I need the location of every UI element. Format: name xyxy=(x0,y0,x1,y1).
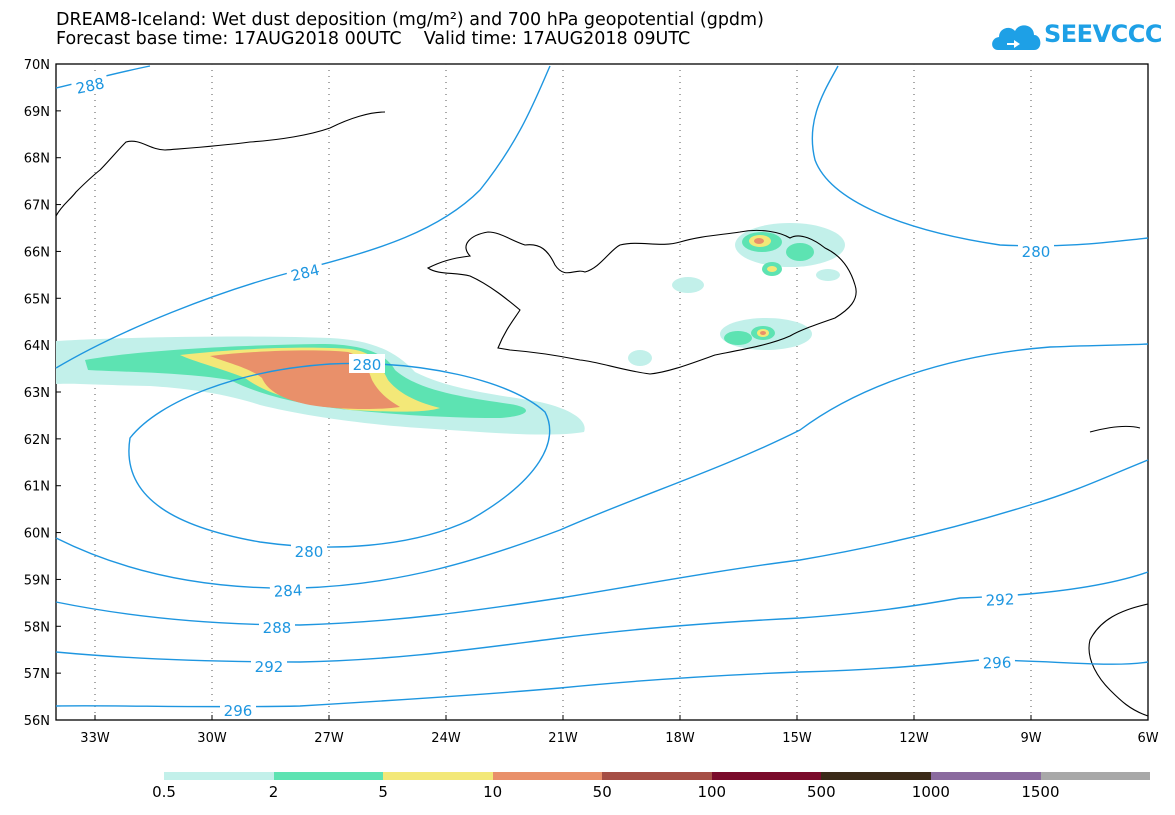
seevccc-logo-icon xyxy=(992,25,1041,50)
colorbar-label: 1000 xyxy=(911,783,950,801)
colorbar-label: 50 xyxy=(592,783,612,801)
contour-288-south xyxy=(55,459,1149,626)
colorbar-label: 0.5 xyxy=(152,783,176,801)
lon-label: 9W xyxy=(1020,731,1041,746)
lat-label: 59N xyxy=(24,573,50,588)
colorbar xyxy=(164,772,1151,780)
colorbar-label: 1500 xyxy=(1021,783,1060,801)
lat-label: 68N xyxy=(24,152,50,167)
scotland-coast xyxy=(1088,603,1149,717)
colorbar-label: 2 xyxy=(268,783,279,801)
colorbar-segment xyxy=(602,772,712,780)
lon-label: 30W xyxy=(197,731,227,746)
contour-label-bg xyxy=(251,656,287,675)
lon-label: 6W xyxy=(1137,731,1158,746)
colorbar-segment xyxy=(273,772,384,780)
axis-ticks xyxy=(56,63,1149,721)
lat-label: 63N xyxy=(24,386,50,401)
coastlines xyxy=(55,111,1149,717)
lat-label: 61N xyxy=(24,480,50,495)
contour-label: 284 xyxy=(289,261,321,285)
contour-284-south xyxy=(55,343,1149,589)
contour-label: 292 xyxy=(255,658,284,676)
lon-label: 18W xyxy=(665,731,695,746)
contour-label: 296 xyxy=(982,654,1011,673)
contour-label-bg xyxy=(978,651,1016,672)
iceland-coast xyxy=(426,229,857,375)
contour-label-bg xyxy=(981,588,1019,609)
lon-label: 12W xyxy=(899,731,929,746)
lat-label: 67N xyxy=(24,199,50,214)
contour-284-north xyxy=(55,65,551,369)
faroe-coast xyxy=(1089,425,1141,433)
contour-292 xyxy=(55,571,1149,663)
lat-label: 65N xyxy=(24,292,50,307)
logo-text: SEEVCCC xyxy=(1044,20,1163,48)
colorbar-label: 100 xyxy=(697,783,727,801)
contour-label-bg xyxy=(1018,241,1054,260)
contour-label-bg xyxy=(349,354,385,373)
contour-label: 288 xyxy=(263,619,292,637)
lat-label: 57N xyxy=(24,667,50,682)
lat-label: 56N xyxy=(24,714,50,729)
contour-label: 284 xyxy=(273,581,303,600)
colorbar-segment xyxy=(492,772,603,780)
colorbar-segment xyxy=(930,772,1041,780)
lat-label: 58N xyxy=(24,620,50,635)
contour-label: 288 xyxy=(74,74,106,98)
contour-label-bg xyxy=(291,541,327,560)
contour-label: 280 xyxy=(295,543,324,561)
contour-280-northeast xyxy=(811,65,1149,247)
colorbar-segment xyxy=(164,772,274,780)
colorbar-segment xyxy=(1040,772,1151,780)
iceland-deposition-spots xyxy=(628,223,845,366)
lon-label: 33W xyxy=(80,731,110,746)
colorbar-segment xyxy=(821,772,931,780)
longitude-labels: 33W 30W 27W 24W 21W 18W 15W 12W 9W 6W xyxy=(80,731,1158,746)
lat-label: 64N xyxy=(24,339,50,354)
contour-label-bg xyxy=(269,579,307,600)
contour-label-bg xyxy=(70,71,110,98)
contour-labels: 288 284 280 280 280 284 288 292 296 292 296 xyxy=(70,71,1054,720)
lon-label: 27W xyxy=(314,731,344,746)
contour-label: 280 xyxy=(1022,243,1051,261)
contour-label: 292 xyxy=(985,590,1015,609)
chart-title: DREAM8-Iceland: Wet dust deposition (mg/… xyxy=(56,10,764,30)
forecast-times: Forecast base time: 17AUG2018 00UTC Vali… xyxy=(56,29,691,49)
lon-label: 21W xyxy=(548,731,578,746)
lat-label: 62N xyxy=(24,433,50,448)
lat-label: 70N xyxy=(24,58,50,73)
contour-280-low xyxy=(128,362,551,548)
colorbar-segment xyxy=(711,772,822,780)
contour-label-bg xyxy=(285,257,325,286)
lat-label: 66N xyxy=(24,245,50,260)
colorbar-segment xyxy=(383,772,493,780)
dust-plume xyxy=(56,336,585,435)
lon-label: 24W xyxy=(431,731,461,746)
contour-label: 296 xyxy=(224,702,253,720)
contour-label-bg xyxy=(259,617,295,636)
colorbar-label: 500 xyxy=(807,783,836,801)
colorbar-label: 10 xyxy=(483,783,503,801)
gridlines xyxy=(94,64,1032,720)
latitude-labels: 70N 69N 68N 67N 66N 65N 64N 63N 62N 61N 60N 59N 58N 5… xyxy=(24,58,50,729)
lon-label: 15W xyxy=(782,731,812,746)
greenland-coast xyxy=(55,111,386,217)
contour-label: 280 xyxy=(353,356,382,374)
lat-label: 69N xyxy=(24,105,50,120)
contour-label-bg xyxy=(220,700,256,719)
lat-label: 60N xyxy=(24,527,50,542)
colorbar-label: 5 xyxy=(378,783,388,801)
